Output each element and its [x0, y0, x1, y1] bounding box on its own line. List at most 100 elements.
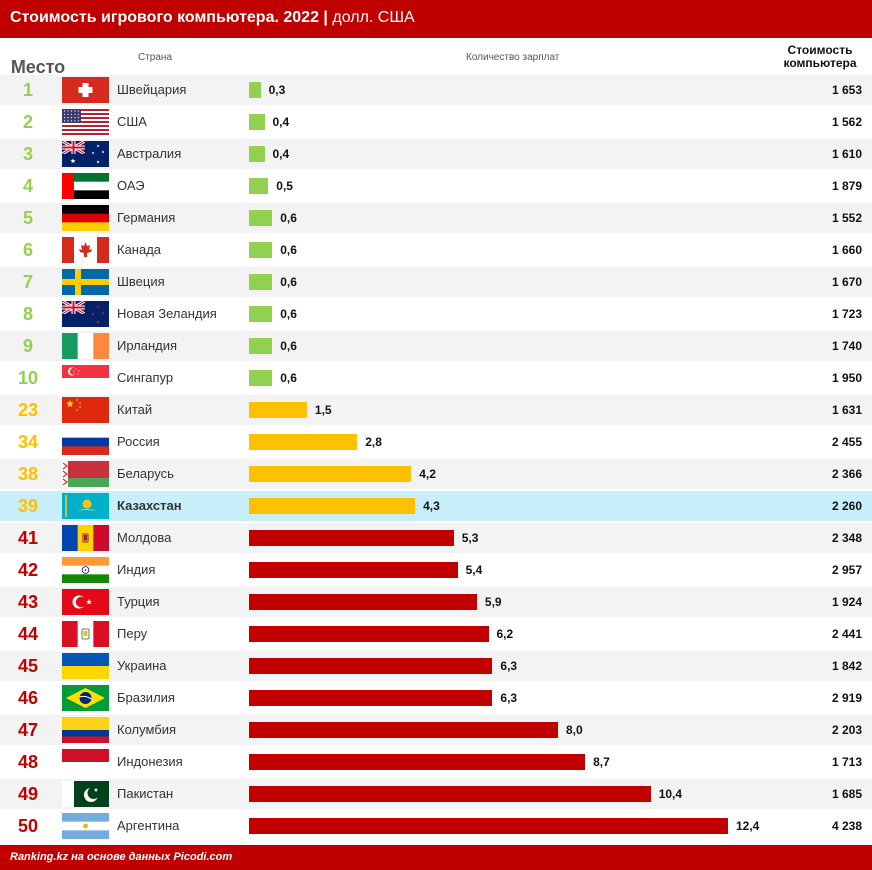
- chart-title: Стоимость игрового компьютера. 2022 | до…: [10, 9, 415, 27]
- title-separator: |: [323, 9, 328, 26]
- country-label: Канада: [117, 242, 162, 257]
- cost-label: 2 455: [831, 435, 862, 449]
- chart-row: 47 Колумбия 8,0 2 203: [0, 715, 872, 745]
- value-label: 0,5: [276, 179, 293, 193]
- value-label: 6,3: [500, 691, 518, 705]
- cost-label: 2 348: [831, 531, 862, 545]
- cost-label: 4 238: [831, 819, 862, 833]
- cost-label: 1 713: [831, 755, 862, 769]
- flag-new-zealand-icon: [62, 301, 109, 327]
- cost-label: 1 610: [831, 147, 862, 161]
- bar: [249, 786, 651, 802]
- chart-footer: Ranking.kz на основе данных Picodi.com: [0, 845, 872, 870]
- bar: [249, 82, 261, 98]
- flag-uae-icon: [62, 173, 109, 199]
- flag-russia-icon: [62, 429, 109, 455]
- cost-label: 1 631: [831, 403, 862, 417]
- bar: [249, 690, 493, 706]
- column-header-salaries: Количество зарплат: [466, 52, 560, 63]
- chart-row: 44 Перу 6,2 2 441: [0, 619, 872, 649]
- chart-row: 10 Сингапур 0,6 1 950: [0, 363, 872, 393]
- chart-row: 9 Ирландия 0,6 1 740: [0, 331, 872, 361]
- value-label: 4,2: [419, 467, 436, 481]
- rank-label: 45: [17, 656, 39, 676]
- cost-label: 2 919: [831, 691, 862, 705]
- cost-label: 1 562: [831, 115, 862, 129]
- column-header-country: Страна: [138, 52, 173, 63]
- value-label: 0,4: [272, 147, 290, 161]
- rank-label: 43: [17, 592, 39, 612]
- country-label: Индонезия: [117, 754, 183, 769]
- bar: [249, 114, 265, 130]
- country-label: Индия: [117, 562, 156, 577]
- flag-switzerland-icon: [62, 77, 109, 103]
- value-label: 5,3: [461, 531, 479, 545]
- country-label: Ирландия: [117, 338, 178, 353]
- chart-row: 4 ОАЭ 0,5 1 879: [0, 171, 872, 201]
- value-label: 0,6: [280, 307, 297, 321]
- bar: [249, 402, 307, 418]
- cost-label: 1 879: [831, 179, 862, 193]
- chart-row: 41 Молдова 5,3 2 348: [0, 523, 872, 553]
- cost-label: 1 740: [831, 339, 862, 353]
- cost-label: 2 260: [831, 499, 862, 513]
- chart-row: 1 Швейцария 0,3 1 653: [0, 75, 872, 105]
- rank-label: 1: [22, 80, 33, 100]
- chart-row: 23 Китай 1,5 1 631: [0, 395, 872, 425]
- flag-kazakhstan-icon: [62, 493, 109, 519]
- value-label: 2,8: [365, 435, 382, 449]
- value-label: 0,6: [280, 243, 297, 257]
- bar: [249, 274, 273, 290]
- country-label: Австралия: [117, 146, 182, 161]
- title-text: Стоимость игрового компьютера. 2022: [10, 9, 319, 26]
- flag-australia-icon: [62, 141, 109, 167]
- bar: [249, 210, 273, 226]
- chart-header: Стоимость игрового компьютера. 2022 | до…: [0, 0, 872, 38]
- bar: [249, 818, 728, 834]
- country-label: США: [117, 114, 147, 129]
- column-header-cost: Стоимость компьютера: [783, 43, 857, 70]
- cost-label: 1 660: [831, 243, 862, 257]
- flag-sweden-icon: [62, 269, 109, 295]
- value-label: 0,6: [280, 275, 297, 289]
- rank-label: 41: [17, 528, 39, 548]
- chart-row: 6 Канада 0,6 1 660: [0, 235, 872, 265]
- chart-row: 5 Германия 0,6 1 552: [0, 203, 872, 233]
- cost-label: 1 842: [831, 659, 862, 673]
- flag-moldova-icon: [62, 525, 109, 551]
- rank-label: 47: [17, 720, 39, 740]
- rank-label: 6: [22, 240, 33, 260]
- flag-argentina-icon: [62, 813, 109, 839]
- rank-label: 34: [17, 432, 39, 452]
- cost-label: 1 924: [831, 595, 862, 609]
- chart-row: 46 Бразилия 6,3 2 919: [0, 683, 872, 713]
- chart-row: 43 Турция 5,9 1 924: [0, 587, 872, 617]
- chart-row: 50 Аргентина 12,4 4 238: [0, 811, 872, 841]
- rank-label: 10: [17, 368, 39, 388]
- rank-label: 23: [17, 400, 39, 420]
- rank-label: 38: [17, 464, 39, 484]
- bar: [249, 562, 458, 578]
- bar: [249, 498, 416, 514]
- country-label: Новая Зеландия: [117, 306, 217, 321]
- value-label: 8,7: [593, 755, 610, 769]
- flag-india-icon: [62, 557, 109, 583]
- rank-label: 39: [17, 496, 39, 516]
- bar: [249, 306, 273, 322]
- bar: [249, 594, 477, 610]
- cost-label: 2 441: [831, 627, 862, 641]
- country-label: Колумбия: [117, 722, 176, 737]
- country-label: Беларусь: [117, 466, 174, 481]
- bar: [249, 146, 265, 162]
- value-label: 0,6: [280, 371, 297, 385]
- value-label: 0,4: [272, 115, 290, 129]
- value-label: 1,5: [314, 403, 332, 417]
- flag-belarus-icon: [62, 461, 109, 487]
- country-label: Аргентина: [117, 818, 180, 833]
- value-label: 0,6: [280, 339, 297, 353]
- source-note: Ranking.kz на основе данных Picodi.com: [10, 851, 233, 863]
- country-label: Молдова: [117, 530, 172, 545]
- country-label: Пакистан: [117, 786, 174, 801]
- bar: [249, 370, 273, 386]
- flag-germany-icon: [62, 205, 109, 231]
